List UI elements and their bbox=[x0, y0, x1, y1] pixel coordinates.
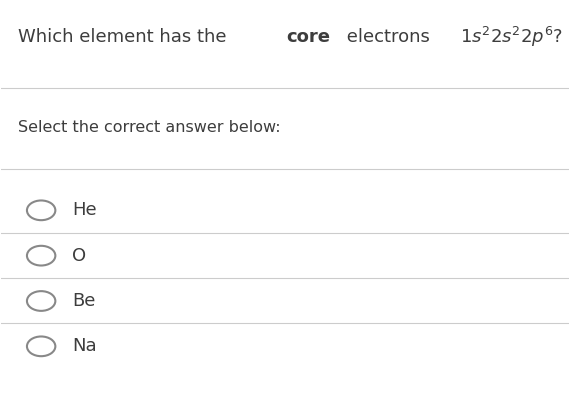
Text: $1s^{2}2s^{2}2p^{6}$?: $1s^{2}2s^{2}2p^{6}$? bbox=[460, 25, 563, 49]
Text: core: core bbox=[287, 28, 331, 46]
Text: electrons: electrons bbox=[342, 28, 436, 46]
Text: Be: Be bbox=[73, 292, 96, 310]
Text: O: O bbox=[73, 247, 87, 265]
Text: Which element has the: Which element has the bbox=[18, 28, 233, 46]
Text: He: He bbox=[73, 201, 97, 219]
Text: Select the correct answer below:: Select the correct answer below: bbox=[18, 120, 281, 135]
Text: Na: Na bbox=[73, 337, 97, 355]
